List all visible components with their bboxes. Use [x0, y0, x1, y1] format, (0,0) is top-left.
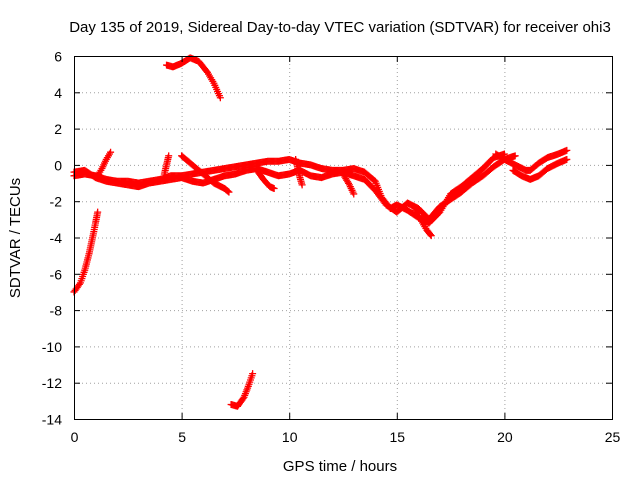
data-point-marker	[107, 148, 115, 156]
data-point-marker	[350, 190, 358, 198]
y-tick-labels: 6 4 2 0 -2 -4 -6 -8 -10 -12 -14	[42, 49, 62, 428]
series-arc-spike-2	[160, 152, 173, 178]
series-arc-high	[163, 54, 224, 102]
y-tick-label: 0	[54, 157, 62, 173]
series-arc-late-2	[509, 155, 571, 183]
data-point-marker	[239, 395, 247, 403]
y-tick-label: -2	[50, 194, 63, 210]
data-point-marker	[270, 184, 278, 192]
chart-title: Day 135 of 2019, Sidereal Day-to-day VTE…	[69, 19, 611, 36]
data-point-marker	[165, 152, 173, 160]
series-arc-late-1	[492, 146, 571, 174]
data-point-marker	[511, 152, 519, 160]
series-arc-very-low	[227, 370, 257, 410]
x-tick-label: 20	[497, 429, 513, 445]
data-point-marker	[224, 187, 232, 195]
y-tick-label: -14	[42, 412, 62, 428]
x-tick-labels: 0 5 10 15 20 25	[71, 429, 621, 445]
y-tick-label: 6	[54, 49, 62, 65]
x-tick-label: 5	[178, 429, 186, 445]
series-arc-spike-4	[253, 166, 278, 192]
y-tick-label: -6	[50, 266, 63, 282]
x-tick-label: 10	[282, 429, 298, 445]
y-tick-label: -8	[50, 303, 63, 319]
grid	[74, 56, 612, 419]
series-arc-spike-1	[94, 148, 115, 180]
y-tick-label: -12	[42, 375, 62, 391]
x-tick-label: 0	[71, 429, 79, 445]
data-point-marker	[94, 208, 102, 216]
data-point-marker	[298, 181, 306, 189]
data-points	[70, 54, 571, 410]
series-arc-spike-7	[410, 203, 435, 240]
data-point-marker	[249, 370, 257, 378]
y-tick-label: -4	[50, 230, 63, 246]
y-tick-label: 4	[54, 85, 62, 101]
series-arc-spike-3	[178, 152, 233, 196]
x-tick-label: 25	[605, 429, 621, 445]
data-point-marker	[75, 280, 83, 288]
data-point-marker	[216, 94, 224, 102]
data-point-marker	[426, 231, 434, 239]
x-axis-label: GPS time / hours	[283, 458, 397, 475]
x-tick-label: 15	[390, 429, 406, 445]
data-point-marker	[225, 188, 233, 196]
y-tick-label: -10	[42, 339, 62, 355]
series-arc-low-left	[70, 208, 102, 296]
y-tick-label: 2	[54, 121, 62, 137]
data-point-marker	[563, 146, 571, 154]
series-arc-spike-5	[292, 155, 306, 189]
plot-frame	[74, 56, 613, 420]
data-point-marker	[563, 155, 571, 163]
y-axis-label: SDTVAR / TECUs	[7, 178, 24, 298]
axis-ticks	[74, 56, 613, 420]
data-point-marker	[427, 232, 435, 240]
series-arc-spike-6	[339, 170, 358, 198]
